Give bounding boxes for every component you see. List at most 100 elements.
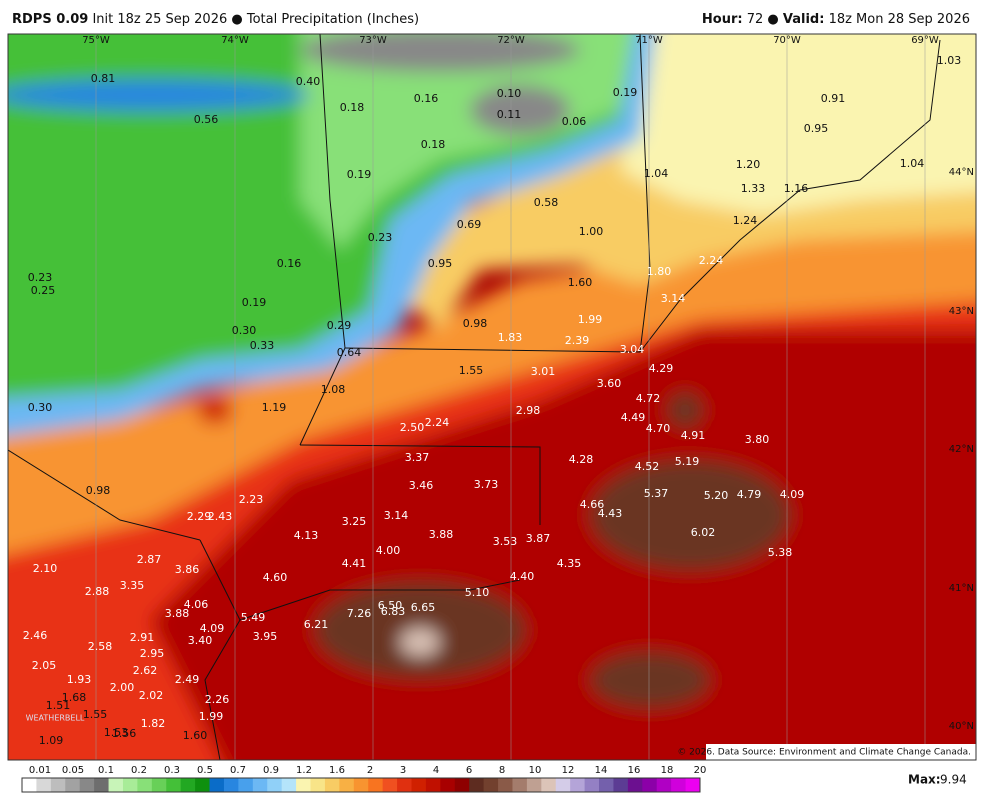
colorbar-tick: 1.2	[296, 765, 312, 776]
lon-label: 74°W	[221, 35, 249, 46]
colorbar-swatch	[411, 778, 427, 792]
copyright-box	[706, 744, 976, 760]
copyright: © 2026. Data Source: Environment and Cli…	[677, 748, 971, 758]
precip-label: 1.33	[741, 182, 766, 195]
colorbar-swatch	[656, 778, 672, 792]
precip-label: 1.80	[647, 265, 672, 278]
precip-label: 4.00	[376, 544, 401, 557]
colorbar-tick: 18	[661, 765, 674, 776]
precip-label: 0.98	[86, 484, 111, 497]
precip-label: 0.64	[337, 346, 362, 359]
colorbar-swatch	[137, 778, 153, 792]
precip-label: 4.09	[780, 488, 805, 501]
colorbar-swatch	[353, 778, 369, 792]
header-right: Hour: 72 ● Valid: 18z Mon 28 Sep 2026	[702, 12, 970, 27]
colorbar-tick: 0.1	[98, 765, 114, 776]
colorbar-swatch	[281, 778, 297, 792]
colorbar-swatch	[584, 778, 600, 792]
precip-label: 2.88	[85, 585, 110, 598]
precip-label: 0.95	[428, 257, 453, 270]
colorbar-swatch	[209, 778, 225, 792]
precip-label: 0.33	[250, 339, 275, 352]
precip-label: 2.26	[205, 693, 230, 706]
precip-label: 5.20	[704, 489, 729, 502]
precip-label: 1.16	[784, 182, 809, 195]
precip-label: 5.10	[465, 586, 490, 599]
precip-label: 2.91	[130, 631, 155, 644]
colorbar-tick: 1.6	[329, 765, 345, 776]
precip-label: 4.72	[636, 392, 661, 405]
precip-label: 2.24	[425, 416, 450, 429]
hour: 72	[747, 12, 764, 27]
lon-label: 71°W	[635, 35, 663, 46]
borders	[8, 34, 941, 760]
colorbar-swatch	[368, 778, 384, 792]
colorbar-swatch	[397, 778, 412, 792]
precip-label: 4.29	[649, 362, 674, 375]
product: Total Precipitation (Inches)	[246, 12, 419, 27]
colorbar-tick: 0.3	[164, 765, 180, 776]
precip-label: 3.73	[474, 478, 499, 491]
colorbar-swatch	[555, 778, 571, 792]
precip-label: 0.10	[497, 87, 522, 100]
lon-label: 69°W	[911, 35, 939, 46]
colorbar: 0.01 0.05 0.1 0.2 0.3 0.5 0.7 0.9 1.2 1.6 2 3 4 6 8 10 1…	[21, 765, 706, 793]
precip-label: 4.40	[510, 570, 535, 583]
precip-label: 4.41	[342, 557, 367, 570]
colorbar-swatch	[65, 778, 81, 792]
lon-label: 75°W	[82, 35, 110, 46]
precip-label: 0.98	[463, 317, 488, 330]
colorbar-swatch	[599, 778, 614, 792]
colorbar-swatch	[22, 778, 37, 792]
colorbar-tick: 2	[367, 765, 373, 776]
precip-label: 0.23	[368, 231, 393, 244]
precip-label: 0.81	[91, 72, 116, 85]
precip-label: 2.46	[23, 629, 48, 642]
precip-label: 2.29	[187, 510, 212, 523]
valid: 18z Mon 28 Sep 2026	[829, 12, 970, 27]
colorbar-swatch	[642, 778, 658, 792]
map-frame	[7, 33, 977, 761]
precip-label: 5.37	[644, 487, 669, 500]
precip-label: 4.06	[184, 598, 209, 611]
lat-label: 44°N	[949, 167, 974, 178]
colorbar-tick: 12	[562, 765, 575, 776]
precip-label: 5.19	[675, 455, 700, 468]
colorbar-swatch	[195, 778, 211, 792]
colorbar-swatch	[94, 778, 110, 792]
precip-label: 1.00	[579, 225, 604, 238]
precip-label: 0.30	[28, 401, 53, 414]
precip-label: 2.98	[516, 404, 541, 417]
lon-label: 70°W	[773, 35, 801, 46]
precip-label: 1.55	[459, 364, 484, 377]
precip-label: 4.28	[569, 453, 594, 466]
precip-label: 0.06	[562, 115, 587, 128]
precip-label: 1.99	[199, 710, 224, 723]
precip-label: 2.43	[208, 510, 233, 523]
colorbar-tick: 0.01	[29, 765, 51, 776]
precip-label: 2.02	[139, 689, 164, 702]
precip-label: 6.21	[304, 618, 329, 631]
precip-label: 4.60	[263, 571, 288, 584]
precip-label: 5.38	[768, 546, 793, 559]
colorbar-swatch	[252, 778, 268, 792]
precip-label: 5.49	[241, 611, 266, 624]
colorbar-tick: 6	[466, 765, 472, 776]
precip-label: 0.91	[821, 92, 846, 105]
colorbar-swatch	[180, 778, 196, 792]
precip-label: 1.09	[39, 734, 64, 747]
precip-label: 4.43	[598, 507, 623, 520]
precip-label: 0.69	[457, 218, 482, 231]
colorbar-tick: 10	[529, 765, 542, 776]
precip-label: 0.19	[242, 296, 267, 309]
precip-label: 1.60	[568, 276, 593, 289]
precip-label: 3.01	[531, 365, 556, 378]
precip-label: 1.83	[498, 331, 523, 344]
colorbar-swatch	[108, 778, 124, 792]
precip-label: 0.16	[277, 257, 302, 270]
precip-label: 0.95	[804, 122, 829, 135]
precip-label: 2.10	[33, 562, 58, 575]
colorbar-tick: 3	[400, 765, 406, 776]
